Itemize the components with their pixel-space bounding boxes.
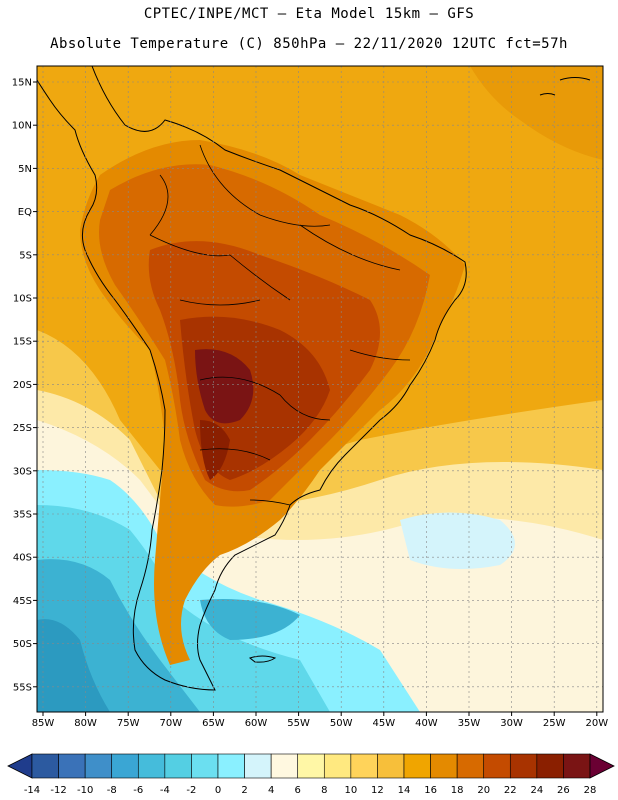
lat-label: 40S (13, 553, 32, 564)
colorbar-label: 12 (371, 785, 384, 796)
colorbar-label: 20 (477, 785, 490, 796)
colorbar-label: 10 (344, 785, 357, 796)
colorbar-label: -10 (77, 785, 93, 796)
lon-label: 45W (372, 718, 395, 729)
lon-label: 40W (415, 718, 438, 729)
lon-label: 35W (458, 718, 481, 729)
hotspot-core (195, 349, 254, 424)
colorbar-max-arrow (589, 753, 615, 779)
colorbar-label: -8 (107, 785, 117, 796)
lon-label: 85W (32, 718, 55, 729)
colorbar-label: 0 (215, 785, 221, 796)
ocean-warm-band (470, 66, 603, 160)
colorbar-swatch (164, 753, 192, 779)
colorbar-label: -2 (186, 785, 196, 796)
colorbar-label: -14 (24, 785, 40, 796)
colorbar-label: 18 (451, 785, 464, 796)
lat-label: 30S (13, 466, 32, 477)
colorbar-swatch (403, 753, 431, 779)
lat-label: 35S (13, 510, 32, 521)
lon-label: 50W (330, 718, 353, 729)
lat-label: 10S (13, 294, 32, 305)
colorbar-label: 8 (321, 785, 327, 796)
lon-label: 25W (543, 718, 566, 729)
colorbar-label: 26 (557, 785, 570, 796)
country-borders (149, 144, 411, 506)
colorbar-swatch (483, 753, 511, 779)
colorbar-label: 4 (268, 785, 274, 796)
lon-label: 65W (202, 718, 225, 729)
colorbar-swatch (31, 753, 59, 779)
coastline (37, 66, 467, 691)
graticule (37, 66, 603, 712)
colorbar-label: 6 (295, 785, 301, 796)
colorbar-label: 28 (584, 785, 597, 796)
colorbar-label: -12 (50, 785, 66, 796)
lon-label: 55W (287, 718, 310, 729)
map-frame (36, 65, 604, 713)
lat-label: 15N (12, 78, 32, 89)
colorbar-swatch (84, 753, 113, 779)
lon-label: 30W (500, 718, 523, 729)
colorbar-swatch (536, 753, 564, 779)
map-title-line2: Absolute Temperature (C) 850hPa – 22/11/… (50, 36, 568, 52)
colorbar-swatch (456, 753, 485, 779)
colorbar-swatch (323, 753, 352, 779)
temperature-field (37, 66, 603, 712)
map-title-line1: CPTEC/INPE/MCT – Eta Model 15km – GFS (143, 6, 475, 22)
lat-label: 25S (13, 423, 32, 434)
colorbar-label: -6 (133, 785, 143, 796)
colorbar-swatch (350, 753, 378, 779)
lon-label: 80W (74, 718, 97, 729)
lat-label: 45S (13, 596, 32, 607)
colorbar-labels: -14 -12 -10 -8 -6 -4 -2 0 2 4 6 8 10 12 14 16 18 20 22 24 26… (24, 785, 597, 796)
lat-label: 15S (13, 337, 32, 348)
longitude-labels: 85W 80W 75W 70W 65W 60W 55W 50W 45W 40W 35W 30W 25W 2… (32, 712, 608, 729)
lat-label: 55S (13, 682, 32, 693)
colorbar-swatch (111, 753, 139, 779)
colorbar-label: 22 (504, 785, 517, 796)
lon-label: 60W (245, 718, 268, 729)
lat-label: 50S (13, 639, 32, 650)
colorbar-swatch (430, 753, 458, 779)
deep-blue-zone (37, 619, 110, 712)
lon-label: 20W (585, 718, 608, 729)
lat-label: 5N (18, 164, 32, 175)
lat-label: 5S (19, 250, 32, 261)
pale-cyan-patch-east (400, 512, 515, 569)
colorbar (7, 753, 615, 779)
caribbean-islands (539, 77, 591, 96)
colorbar-swatch (58, 753, 86, 779)
colorbar-label: 24 (530, 785, 543, 796)
falkland-islands (248, 655, 277, 663)
hotspot-south (200, 420, 230, 480)
colorbar-min-arrow (7, 753, 33, 779)
latitude-labels: 15N 10N 5N EQ 5S 10S 15S 20S 25S 30S 35S 40S 45S 50S 5… (12, 78, 37, 693)
colorbar-swatch (270, 753, 299, 779)
lon-label: 70W (159, 718, 182, 729)
colorbar-swatch (509, 753, 538, 779)
colorbar-swatch (191, 753, 219, 779)
colorbar-label: 2 (241, 785, 247, 796)
lat-label: 10N (12, 121, 32, 132)
colorbar-label: 14 (398, 785, 411, 796)
colorbar-label: 16 (424, 785, 437, 796)
colorbar-swatch (297, 753, 325, 779)
colorbar-swatch (137, 753, 166, 779)
colorbar-swatch (563, 753, 591, 779)
colorbar-swatch (217, 753, 245, 779)
colorbar-swatch (244, 753, 272, 779)
blue-patch-drake (200, 599, 300, 640)
lat-label: EQ (18, 207, 32, 218)
lon-label: 75W (117, 718, 140, 729)
lat-label: 20S (13, 380, 32, 391)
colorbar-swatch (377, 753, 405, 779)
colorbar-label: -4 (160, 785, 170, 796)
